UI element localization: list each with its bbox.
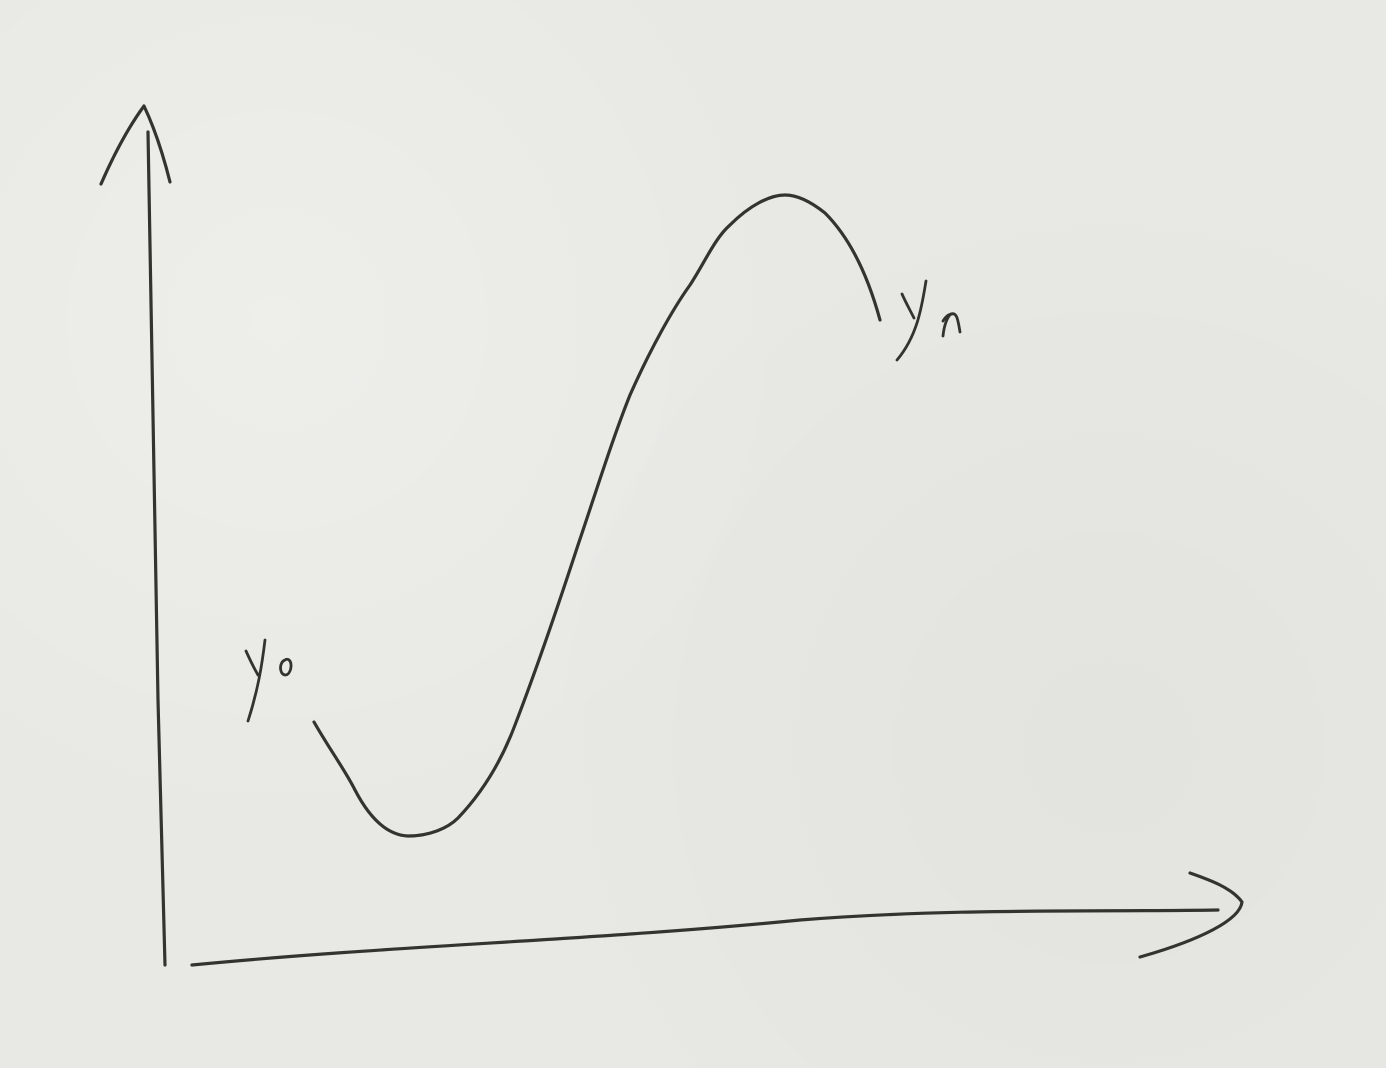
y-axis-line — [146, 130, 167, 967]
start-label: y₀ — [246, 650, 247, 651]
y-axis-arrowhead — [99, 104, 172, 186]
x-axis-line — [190, 908, 1220, 967]
end-label: yₙ — [900, 290, 901, 291]
label-y0-glyph — [244, 638, 293, 723]
x-axis-arrowhead — [1138, 871, 1244, 959]
solution-curve — [312, 193, 882, 838]
label-yn-glyph — [895, 279, 962, 362]
